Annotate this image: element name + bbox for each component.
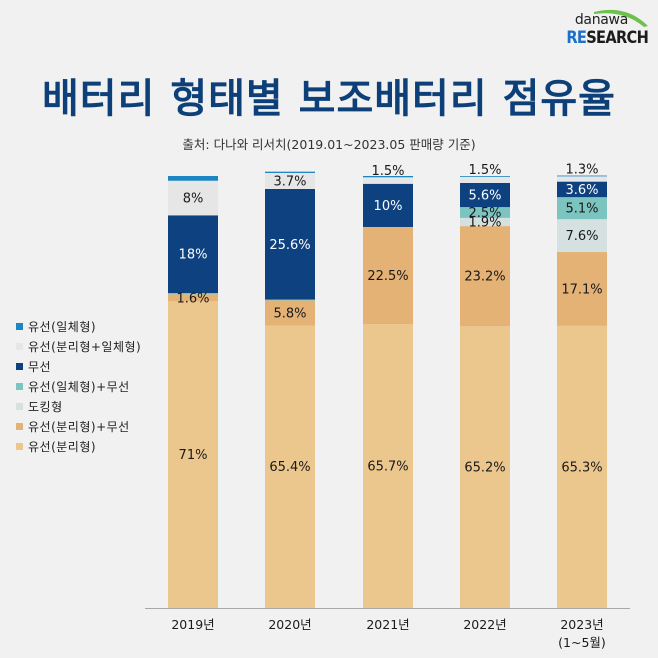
bar-segment bbox=[265, 300, 315, 326]
data-label: 71% bbox=[179, 448, 208, 463]
data-label: 5.1% bbox=[565, 202, 598, 217]
legend-swatch-icon bbox=[16, 402, 23, 410]
bar-segment bbox=[265, 171, 315, 173]
bar-segment bbox=[460, 182, 510, 208]
logo-search: SEARCH bbox=[586, 28, 649, 48]
data-label: 5.8% bbox=[273, 306, 306, 321]
bar-segment bbox=[460, 217, 510, 227]
bar-segment bbox=[265, 299, 315, 301]
bar-segment bbox=[363, 183, 413, 227]
bar-segment bbox=[557, 197, 607, 220]
legend-swatch-icon bbox=[16, 322, 23, 330]
x-tick-label: 2019년 bbox=[171, 617, 214, 632]
data-label: 1.5% bbox=[468, 163, 501, 178]
bar-segment bbox=[168, 293, 218, 295]
data-label: 65.4% bbox=[269, 460, 310, 475]
x-tick-label: 2022년 bbox=[463, 617, 506, 632]
legend-label: 유선(분리형+일체형) bbox=[28, 339, 142, 354]
bar-segment bbox=[557, 252, 607, 326]
logo-re: RE bbox=[566, 28, 587, 48]
legend-item: 유선(일체형)+무선 bbox=[16, 376, 141, 396]
bar-stack bbox=[265, 171, 315, 608]
bar-segment bbox=[363, 176, 413, 178]
bar-segment bbox=[557, 219, 607, 253]
bar-segment bbox=[168, 294, 218, 302]
legend-label: 유선(분리형) bbox=[28, 439, 97, 454]
data-label: 3.7% bbox=[273, 174, 306, 189]
data-label: 7.6% bbox=[565, 229, 598, 244]
data-label: 17.1% bbox=[561, 282, 602, 297]
legend-swatch-icon bbox=[16, 442, 23, 450]
bar-stack bbox=[460, 176, 510, 608]
data-label: 5.6% bbox=[468, 189, 501, 204]
bar-segment bbox=[168, 176, 218, 181]
legend-item: 무선 bbox=[16, 356, 141, 376]
x-tick-label: 2021년 bbox=[366, 617, 409, 632]
x-tick-sublabel: (1~5월) bbox=[558, 635, 606, 650]
data-label: 18% bbox=[179, 248, 208, 263]
legend-label: 유선(일체형) bbox=[28, 319, 97, 334]
data-label: 65.3% bbox=[561, 460, 602, 475]
data-label: 1.3% bbox=[565, 163, 598, 178]
data-label: 23.2% bbox=[464, 270, 505, 285]
legend-item: 유선(분리형)+무선 bbox=[16, 416, 141, 436]
data-label: 22.5% bbox=[367, 269, 408, 284]
bar-segment bbox=[460, 226, 510, 327]
legend-swatch-icon bbox=[16, 342, 23, 350]
data-label: 65.7% bbox=[367, 460, 408, 475]
bar-stack bbox=[168, 176, 218, 608]
data-label: 25.6% bbox=[269, 238, 310, 253]
data-label: 1.6% bbox=[176, 291, 209, 306]
data-label: 1.5% bbox=[371, 164, 404, 179]
legend-item: 유선(일체형) bbox=[16, 316, 141, 336]
legend-label: 도킹형 bbox=[28, 399, 63, 414]
data-label: 10% bbox=[374, 199, 403, 214]
data-label: 3.6% bbox=[565, 183, 598, 198]
logo-swoosh-icon bbox=[594, 9, 648, 27]
danawa-research-logo: danawa RESEARCH bbox=[556, 4, 652, 48]
legend-swatch-icon bbox=[16, 422, 23, 430]
legend-item: 도킹형 bbox=[16, 396, 141, 416]
legend-item: 유선(분리형+일체형) bbox=[16, 336, 141, 356]
bar-segment bbox=[460, 176, 510, 177]
bar-segment bbox=[557, 176, 607, 182]
x-tick-label: 2023년 bbox=[560, 617, 603, 632]
data-label: 65.2% bbox=[464, 461, 505, 476]
logo-danawa-text: danawa bbox=[574, 12, 628, 28]
bar-segment bbox=[265, 325, 315, 608]
bar-segment bbox=[168, 215, 218, 294]
bar-segment bbox=[363, 226, 413, 325]
legend-label: 유선(분리형)+무선 bbox=[28, 419, 130, 434]
bar-segment bbox=[363, 177, 413, 184]
legend-swatch-icon bbox=[16, 362, 23, 370]
legend-item: 유선(분리형) bbox=[16, 436, 141, 456]
bar-stack bbox=[557, 175, 607, 608]
data-label: 2.5% bbox=[468, 206, 501, 221]
bar-segment bbox=[557, 175, 607, 177]
bar-segment bbox=[460, 176, 510, 183]
legend-label: 무선 bbox=[28, 359, 52, 374]
logo-research-text: RESEARCH bbox=[566, 28, 648, 48]
bar-segment bbox=[557, 325, 607, 608]
bar-stack bbox=[363, 176, 413, 608]
data-label: 1.9% bbox=[468, 216, 501, 231]
data-label: 8% bbox=[183, 192, 204, 207]
bar-segment bbox=[265, 188, 315, 300]
bar-segment bbox=[265, 172, 315, 189]
bar-segment bbox=[557, 181, 607, 198]
source-subtitle: 출처: 다나와 리서치(2019.01~2023.05 판매량 기준) bbox=[182, 137, 476, 152]
bar-segment bbox=[460, 326, 510, 608]
x-tick-label: 2020년 bbox=[268, 617, 311, 632]
page-title: 배터리 형태별 보조배터리 점유율 bbox=[42, 76, 616, 122]
bar-segment bbox=[460, 207, 510, 218]
bar-segment bbox=[363, 324, 413, 608]
legend-label: 유선(일체형)+무선 bbox=[28, 379, 130, 394]
bar-segment bbox=[168, 180, 218, 216]
bar-segment bbox=[168, 301, 218, 608]
legend-swatch-icon bbox=[16, 382, 23, 390]
